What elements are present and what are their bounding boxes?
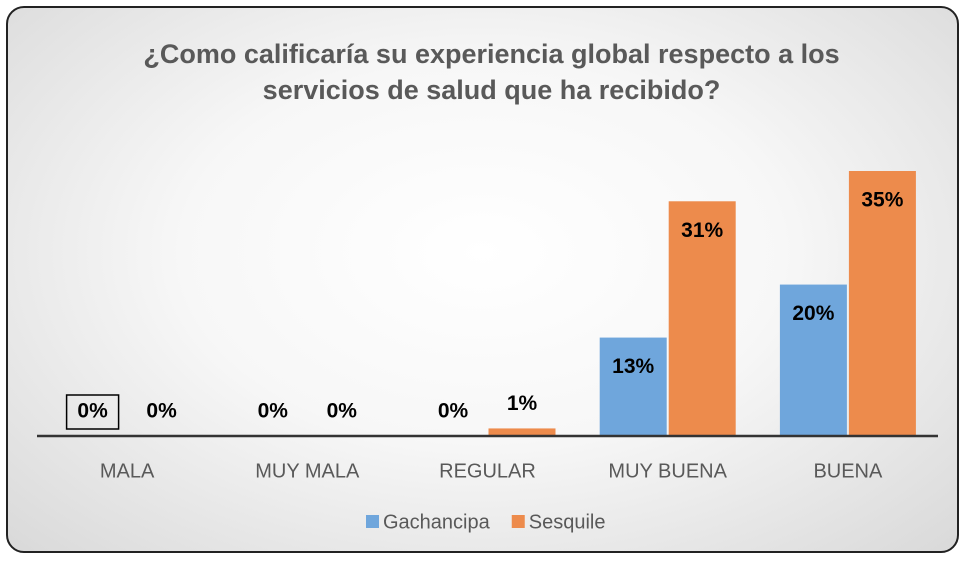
data-label: 35% bbox=[861, 189, 903, 212]
chart-title: ¿Como calificaría su experiencia global … bbox=[143, 39, 840, 105]
data-label: 13% bbox=[612, 355, 654, 378]
bar bbox=[599, 337, 667, 436]
data-label: 31% bbox=[681, 219, 723, 242]
x-tick-label: MALA bbox=[100, 460, 155, 482]
bar bbox=[779, 284, 847, 436]
bar bbox=[488, 428, 556, 436]
legend-swatch bbox=[366, 515, 379, 528]
x-tick-label: MUY MALA bbox=[255, 460, 360, 482]
selection-box bbox=[65, 394, 120, 430]
x-tick-label: BUENA bbox=[813, 460, 883, 482]
bar bbox=[848, 171, 916, 436]
x-tick-label: REGULAR bbox=[439, 460, 536, 482]
data-label: 0% bbox=[438, 400, 469, 423]
legend-label: Gachancipa bbox=[383, 511, 491, 533]
data-label: 1% bbox=[507, 392, 538, 415]
data-label: 0% bbox=[327, 400, 358, 423]
legend-label: Sesquile bbox=[529, 511, 606, 533]
data-label: 20% bbox=[792, 302, 834, 325]
data-label: 0% bbox=[258, 400, 289, 423]
legend-swatch bbox=[511, 515, 525, 528]
data-label: 0% bbox=[77, 400, 108, 423]
bar bbox=[668, 201, 736, 436]
data-label: 0% bbox=[146, 400, 177, 423]
chart-card: ¿Como calificaría su experiencia global … bbox=[6, 6, 959, 553]
x-tick-label: MUY BUENA bbox=[608, 460, 727, 482]
